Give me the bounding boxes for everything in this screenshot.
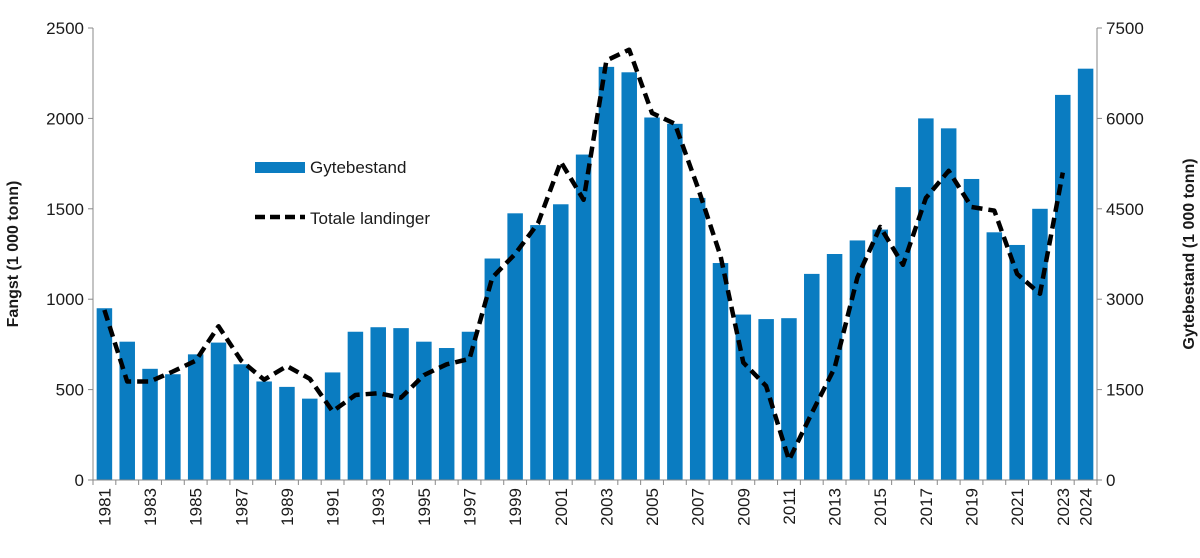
y-right-tick-label: 3000 [1106, 290, 1144, 309]
bar-2022 [1032, 208, 1048, 481]
y-right-tick-label: 0 [1106, 471, 1115, 490]
bar-2013 [826, 254, 843, 480]
bar-1996 [438, 348, 455, 480]
y-left-tick-label: 1500 [46, 200, 84, 219]
bar-2015 [872, 229, 888, 480]
bar-1993 [370, 327, 386, 480]
bar-2019 [963, 178, 980, 480]
legend-swatch-gytebestand [255, 162, 305, 173]
x-tick-label-1983: 1983 [141, 488, 160, 526]
bar-1999 [507, 213, 523, 480]
bar-2009 [735, 314, 752, 480]
x-tick-label-2005: 2005 [643, 488, 662, 526]
bar-1994 [393, 328, 409, 480]
bar-1990 [302, 398, 318, 480]
bar-1986 [210, 342, 227, 480]
y-left-tick-label: 0 [75, 471, 84, 490]
line-group [102, 47, 1066, 463]
x-tick-label-2023: 2023 [1054, 488, 1073, 526]
bars-group [96, 66, 1094, 481]
bar-2010 [758, 319, 774, 480]
bar-2001 [553, 204, 569, 480]
bar-1998 [484, 258, 501, 480]
y-right-tick-label: 7500 [1106, 19, 1144, 38]
x-tick-label-1995: 1995 [415, 488, 434, 526]
y-axis-right-label: Gytebestand (1 000 tonn) [1181, 158, 1198, 349]
bar-2021 [1009, 244, 1025, 480]
legend-label-totale-landinger: Totale landinger [310, 209, 430, 228]
bar-2002 [575, 154, 592, 480]
x-tick-label-1987: 1987 [232, 488, 251, 526]
x-tick-label-2015: 2015 [871, 488, 890, 526]
bar-2023 [1055, 94, 1071, 481]
line-totale-landinger [102, 47, 1066, 463]
bar-1991 [324, 372, 341, 480]
y-left-tick-label: 500 [56, 381, 84, 400]
y-right-tick-label: 1500 [1106, 381, 1144, 400]
x-tick-label-1989: 1989 [278, 488, 297, 526]
x-tick-label-2019: 2019 [963, 488, 982, 526]
x-tick-label-1985: 1985 [187, 488, 206, 526]
bar-1983 [142, 368, 158, 480]
x-tick-label-2013: 2013 [826, 488, 845, 526]
x-tick-label-2003: 2003 [597, 488, 616, 526]
bar-1984 [165, 374, 181, 480]
x-tick-label-2007: 2007 [689, 488, 708, 526]
y-left-tick-label: 2500 [46, 19, 84, 38]
x-tick-label-2024: 2024 [1077, 488, 1096, 526]
bar-2004 [621, 72, 637, 481]
bar-2018 [940, 128, 957, 480]
bar-2024 [1077, 68, 1094, 481]
bar-2007 [689, 197, 706, 480]
bar-1987 [233, 364, 250, 480]
bar-2020 [986, 232, 1003, 480]
legend-label-gytebestand: Gytebestand [310, 158, 406, 177]
y-right-tick-label: 6000 [1106, 109, 1144, 128]
legend: Gytebestand Totale landinger [255, 158, 430, 228]
x-tick-label-1991: 1991 [324, 488, 343, 526]
x-tick-label-1981: 1981 [95, 488, 114, 526]
x-tick-label-2009: 2009 [734, 488, 753, 526]
x-tick-label-2001: 2001 [552, 488, 571, 526]
bar-2016 [895, 187, 911, 480]
bar-2017 [918, 118, 934, 481]
x-tick-label-2011: 2011 [780, 488, 799, 525]
bar-2008 [712, 263, 729, 480]
bar-2006 [667, 123, 683, 480]
x-tick-label-2017: 2017 [917, 488, 936, 526]
x-tick-label-1993: 1993 [369, 488, 388, 526]
bar-2003 [598, 66, 615, 480]
bar-2012 [804, 273, 820, 480]
y-right-tick-label: 4500 [1106, 200, 1144, 219]
x-tick-label-2021: 2021 [1008, 488, 1027, 526]
x-tick-label-1999: 1999 [506, 488, 525, 526]
bar-1981 [96, 308, 113, 480]
x-tick-label-1997: 1997 [461, 488, 480, 526]
bar-1997 [461, 331, 478, 480]
bar-1988 [256, 381, 272, 480]
axes-group: 0 500 1000 1500 2000 2500 0 1500 3000 4500 6000 750… [46, 19, 1144, 526]
y-axis-left-label: Fangst (1 000 tonn) [5, 181, 22, 328]
bar-1995 [416, 341, 432, 480]
y-left-tick-label: 2000 [46, 109, 84, 128]
bar-1985 [187, 354, 204, 480]
bar-2000 [530, 225, 546, 480]
y-left-tick-label: 1000 [46, 290, 84, 309]
bar-1989 [279, 386, 295, 480]
bar-1992 [347, 331, 364, 480]
bar-2011 [781, 318, 797, 480]
bar-2005 [644, 117, 660, 480]
